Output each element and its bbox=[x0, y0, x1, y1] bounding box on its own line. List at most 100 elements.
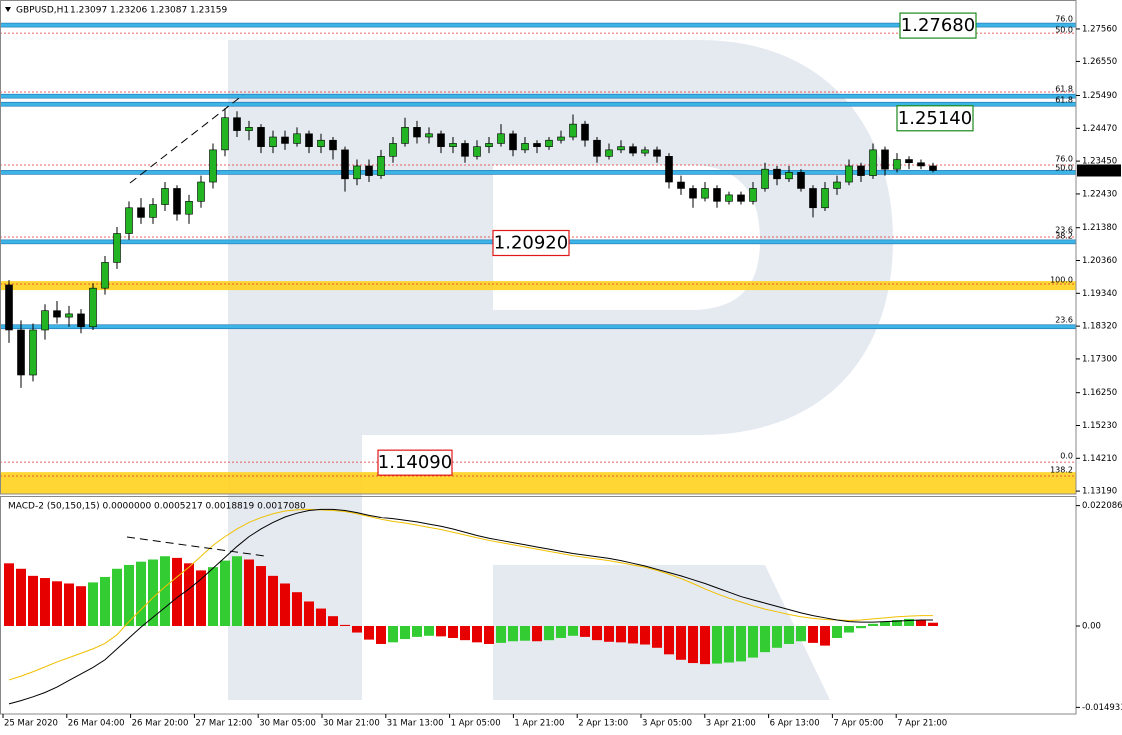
fib-label: 50.0 bbox=[1055, 25, 1073, 34]
histogram-bar bbox=[760, 625, 770, 653]
histogram-bar bbox=[412, 625, 422, 637]
candle-body bbox=[401, 127, 409, 144]
histogram-bar bbox=[484, 625, 494, 644]
histogram-bar bbox=[496, 625, 506, 643]
fib-label: 61.8 bbox=[1055, 85, 1073, 94]
histogram-bar bbox=[628, 625, 638, 644]
candle-body bbox=[785, 172, 793, 180]
histogram-bar bbox=[340, 624, 350, 626]
candle-body bbox=[461, 143, 469, 157]
candle-body bbox=[197, 181, 205, 202]
candle-body bbox=[137, 207, 145, 218]
histogram-bar bbox=[844, 625, 854, 633]
menu-arrow[interactable] bbox=[5, 7, 11, 12]
candle-body bbox=[185, 201, 193, 215]
histogram-bar bbox=[928, 622, 938, 626]
candle-body bbox=[77, 313, 85, 328]
candle-body bbox=[449, 143, 457, 147]
histogram-bar bbox=[100, 576, 110, 626]
x-tick-label: 1 Apr 21:00 bbox=[514, 719, 564, 729]
candle-body bbox=[389, 143, 397, 157]
candle-body bbox=[701, 188, 709, 199]
x-tick-label: 26 Mar 20:00 bbox=[132, 719, 189, 729]
candle-body bbox=[365, 165, 373, 176]
candle-body bbox=[413, 127, 421, 138]
signal-line bbox=[8, 508, 933, 681]
candle-body bbox=[341, 149, 349, 180]
x-tick-label: 27 Mar 12:00 bbox=[195, 719, 252, 729]
x-tick-label: 30 Mar 05:00 bbox=[259, 719, 316, 729]
candle-body bbox=[677, 181, 685, 189]
histogram-bar bbox=[712, 625, 722, 664]
candle-body bbox=[545, 139, 553, 147]
histogram-bar bbox=[808, 625, 818, 643]
y-tick-label: 1.24470 bbox=[1082, 124, 1117, 134]
level-line bbox=[0, 101, 1076, 107]
histogram-bar bbox=[220, 560, 230, 626]
x-tick-label: 26 Mar 04:00 bbox=[68, 719, 125, 729]
histogram-bar bbox=[184, 563, 194, 626]
histogram-bar bbox=[640, 625, 650, 645]
candle-body bbox=[437, 133, 445, 147]
histogram-bar bbox=[316, 608, 326, 626]
histogram-bar bbox=[880, 621, 890, 626]
fib-label: 76.0 bbox=[1055, 14, 1073, 23]
x-tick-label: 7 Apr 21:00 bbox=[897, 719, 947, 729]
candle-body bbox=[377, 156, 385, 176]
histogram-bar bbox=[4, 563, 14, 626]
histogram-bar bbox=[352, 625, 362, 633]
histogram-bar bbox=[28, 575, 38, 626]
level-line bbox=[0, 22, 1076, 28]
trend-line bbox=[129, 94, 244, 184]
y-tick-label: 1.22430 bbox=[1082, 189, 1117, 199]
candle-body bbox=[29, 329, 37, 376]
candle-body bbox=[161, 188, 169, 205]
ohlc-value: 1.23087 bbox=[150, 6, 187, 16]
histogram-bar bbox=[148, 559, 158, 626]
fib-label: 138.2 bbox=[1050, 466, 1073, 475]
histogram-bar bbox=[88, 582, 98, 626]
y-tick-label: 1.18320 bbox=[1082, 322, 1117, 332]
candle-body bbox=[125, 207, 133, 234]
candle-body bbox=[317, 139, 325, 147]
histogram-bar bbox=[280, 583, 290, 626]
y-tick-label: 1.23450 bbox=[1082, 157, 1117, 167]
histogram-bar bbox=[616, 625, 626, 643]
histogram-bar bbox=[688, 625, 698, 664]
target-box bbox=[899, 12, 977, 39]
candle-body bbox=[293, 133, 301, 144]
candle-body bbox=[41, 310, 49, 331]
panel-border bbox=[0, 496, 1077, 715]
y-tick-label: 1.27560 bbox=[1082, 24, 1117, 34]
last-price-label: 1.23159 bbox=[1080, 166, 1115, 176]
histogram-bar bbox=[124, 564, 134, 626]
candle-body bbox=[857, 165, 865, 176]
target-box bbox=[377, 449, 453, 476]
histogram-bar bbox=[820, 625, 830, 646]
y-tick-label: 1.17300 bbox=[1082, 354, 1117, 364]
candle-body bbox=[485, 143, 493, 147]
x-tick-label: 1 Apr 05:00 bbox=[451, 719, 501, 729]
fib-label: 50.0 bbox=[1055, 163, 1073, 172]
target-box bbox=[896, 105, 974, 132]
histogram-bar bbox=[856, 625, 866, 629]
histogram-bar bbox=[208, 567, 218, 626]
candle-body bbox=[881, 149, 889, 170]
candle-body bbox=[845, 165, 853, 183]
histogram-bar bbox=[676, 625, 686, 660]
histogram-bar bbox=[916, 619, 926, 626]
histogram-bar bbox=[16, 568, 26, 626]
target-label: 1.20920 bbox=[494, 232, 568, 253]
target-box bbox=[492, 229, 570, 257]
candle-body bbox=[521, 143, 529, 151]
candle-body bbox=[725, 194, 733, 202]
y-tick-label: 1.15230 bbox=[1082, 421, 1117, 431]
candle-body bbox=[641, 149, 649, 154]
histogram-bar bbox=[868, 623, 878, 626]
histogram-bar bbox=[892, 619, 902, 626]
x-tick-label: 30 Mar 21:00 bbox=[323, 719, 380, 729]
histogram-bar bbox=[652, 625, 662, 648]
candle-body bbox=[905, 159, 913, 164]
band bbox=[0, 281, 1076, 291]
